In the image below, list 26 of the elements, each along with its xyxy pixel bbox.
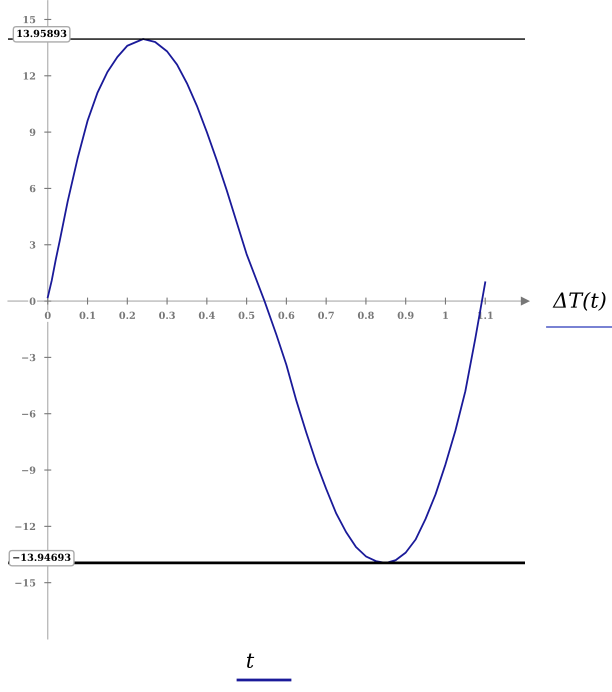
x-tick-label: 0.3: [159, 312, 175, 320]
x-tick-label: 1: [443, 312, 448, 319]
x-tick-label: 0.6: [278, 312, 294, 320]
y-tick-label: 9: [30, 128, 36, 136]
y-tick-label: 15: [24, 16, 36, 24]
ref-line-label: 13.95893: [17, 30, 66, 38]
y-tick-label: −12: [15, 522, 36, 530]
y-tick-label: −6: [22, 410, 36, 418]
y-axis-title: ΔT(t): [552, 292, 606, 311]
x-tick-label: 0.2: [119, 312, 135, 320]
x-tick-label: 0.8: [358, 312, 374, 320]
y-tick-label: −3: [22, 354, 36, 362]
x-tick-label: 0.5: [238, 312, 254, 320]
x-tick-label: 0.7: [318, 312, 334, 320]
y-tick-label: 0: [30, 298, 36, 305]
x-tick-label: 0.4: [198, 312, 215, 320]
ref-line-label: −13.94693: [13, 554, 70, 562]
x-tick-label: 0.9: [398, 312, 414, 320]
y-tick-label: 3: [30, 241, 36, 249]
x-tick-label: 0: [44, 312, 51, 320]
y-tick-label: 6: [30, 184, 36, 192]
y-tick-label: 12: [24, 72, 36, 80]
x-axis-title: t: [246, 653, 254, 668]
x-tick-label: 0.1: [80, 312, 96, 320]
y-tick-label: −9: [22, 466, 36, 474]
y-tick-label: −15: [15, 579, 36, 587]
